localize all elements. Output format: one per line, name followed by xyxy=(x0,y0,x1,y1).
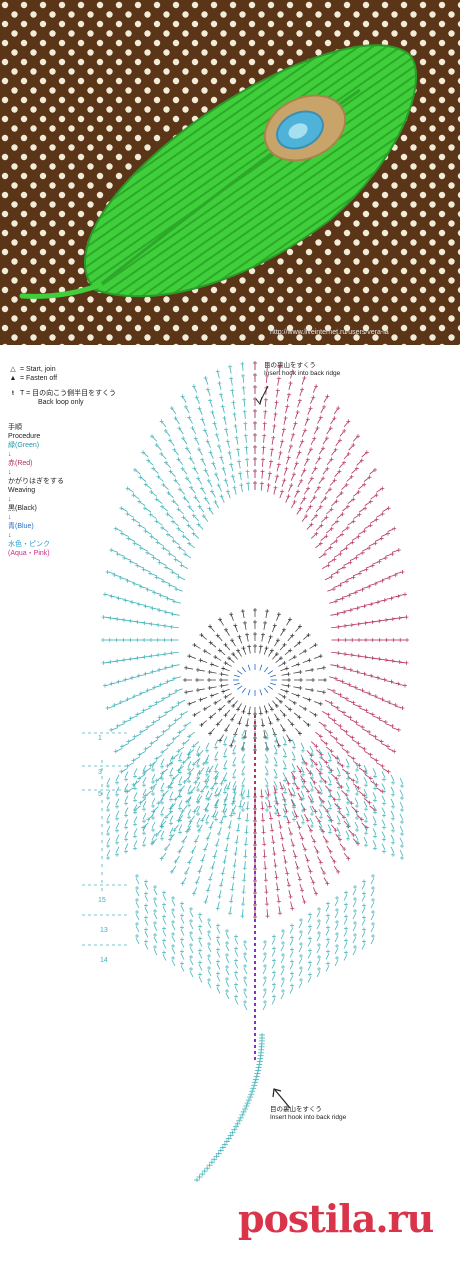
legend-fasten-off: ▲ = Fasten off xyxy=(8,374,128,383)
photo-credit: http://www.liveinternet.ru/users/vera-la xyxy=(270,329,389,336)
legend-back-loop-en: Back loop only xyxy=(38,399,84,406)
note-bottom-en: Insert hook into back ridge xyxy=(270,1114,347,1121)
row-label-15: 15 xyxy=(98,897,106,904)
procedure-step-aqua-pink-en: (Aqua・Pink) xyxy=(8,550,50,557)
watermark-logo: postila.ru xyxy=(238,1196,434,1241)
procedure-step-blue: 青(Blue) xyxy=(8,523,34,530)
procedure-title-en: Procedure xyxy=(8,433,41,440)
row-label-14: 14 xyxy=(100,957,108,964)
procedure-step-black: 黒(Black) xyxy=(8,505,37,512)
procedure-list: 手順 Procedure 緑(Green) ↓ 赤(Red) ↓ かがりはぎをす… xyxy=(8,423,78,558)
legend-back-loop: ŧ T = 目の向こう側半目をすくう Back loop only xyxy=(8,389,128,407)
procedure-step-green: 緑(Green) xyxy=(8,442,40,449)
procedure-arrow: ↓ xyxy=(8,451,12,458)
back-loop-symbol-icon: ŧ xyxy=(12,390,14,397)
procedure-arrow: ↓ xyxy=(8,514,12,521)
triangle-filled-icon: ▲ xyxy=(9,375,17,382)
procedure-step-aqua-pink-jp: 水色・ピンク xyxy=(8,541,50,548)
feather-photo-graphic xyxy=(0,0,460,345)
note-bottom: 目の裏山をすくう Insert hook into back ridge xyxy=(270,1106,346,1122)
feather-photo: http://www.liveinternet.ru/users/vera-la xyxy=(0,0,460,345)
procedure-arrow: ↓ xyxy=(8,469,12,476)
procedure-title-jp: 手順 xyxy=(8,424,22,431)
triangle-outline-icon: △ xyxy=(10,366,16,373)
note-top-jp: 目の裏山をすくう xyxy=(264,362,316,369)
crochet-chart: 1 3 5 15 13 14 xyxy=(82,361,409,1182)
procedure-step-red: 赤(Red) xyxy=(8,460,33,467)
legend-back-loop-jp: T = 目の向こう側半目をすくう xyxy=(20,390,116,397)
procedure-step-weave-en: Weaving xyxy=(8,487,36,494)
procedure-arrow: ↓ xyxy=(8,532,12,539)
row-label-5: 5 xyxy=(98,791,102,798)
procedure-step-weave-jp: かがりはぎをする xyxy=(8,478,64,485)
legend-start-join-label: = Start, join xyxy=(20,366,56,373)
note-bottom-jp: 目の裏山をすくう xyxy=(270,1106,322,1113)
legend-start-join: △ = Start, join xyxy=(8,365,128,374)
arrow-bottom-icon xyxy=(274,1089,291,1109)
row-label-13: 13 xyxy=(100,927,108,934)
procedure-arrow: ↓ xyxy=(8,496,12,503)
note-top-en: Insert hook into back ridge xyxy=(264,370,341,377)
symbol-legend: △ = Start, join ▲ = Fasten off ŧ T = 目の向… xyxy=(8,365,128,407)
legend-fasten-off-label: = Fasten off xyxy=(20,375,58,382)
crochet-chart-strokes xyxy=(82,361,409,1182)
row-label-1: 1 xyxy=(98,735,102,742)
legend-back-loop-text: T = 目の向こう側半目をすくう Back loop only xyxy=(20,389,116,407)
row-label-3: 3 xyxy=(98,769,102,776)
note-top: 目の裏山をすくう Insert hook into back ridge xyxy=(264,362,340,378)
